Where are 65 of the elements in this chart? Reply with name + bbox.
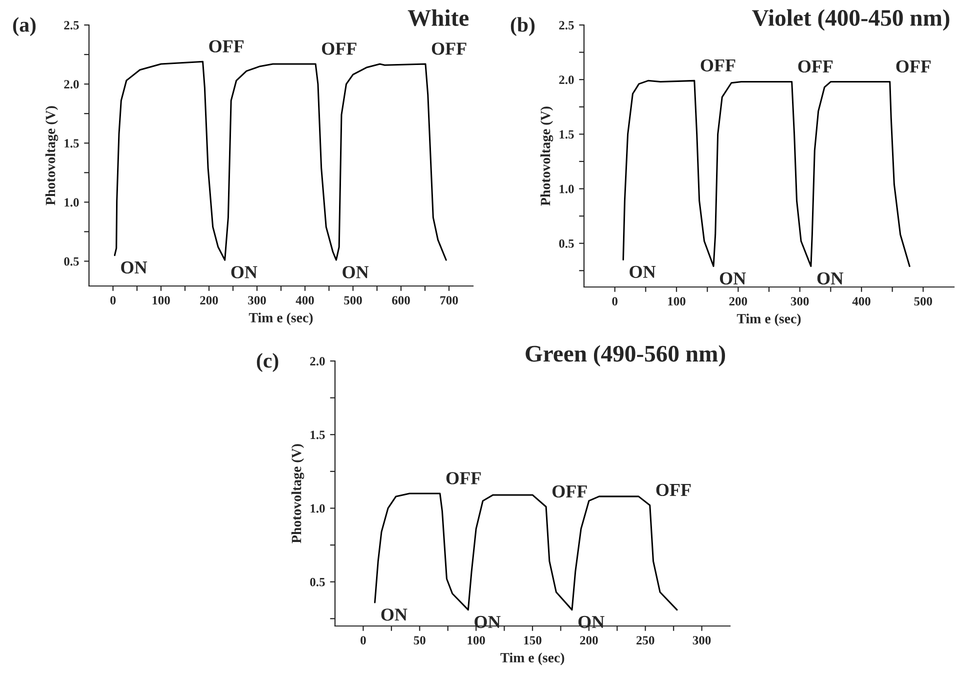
- x-tick-label: 500: [914, 297, 932, 306]
- x-tick-label: 100: [468, 636, 485, 645]
- x-tick-label: 50: [414, 636, 426, 645]
- annotation: OFF: [552, 485, 587, 498]
- y-tick-label: 0.5: [64, 257, 79, 266]
- x-tick-label: 300: [248, 296, 266, 305]
- chart-title: White: [408, 9, 469, 26]
- line-series: [622, 80, 910, 268]
- annotation: OFF: [700, 59, 736, 72]
- annotation: OFF: [446, 472, 481, 484]
- x-tick-label: 700: [440, 296, 458, 305]
- text: (b): [510, 17, 535, 36]
- y-tick-label: 1.0: [560, 184, 574, 194]
- x-tick-label: 100: [152, 296, 170, 305]
- y-tick-label: 2.5: [559, 21, 574, 30]
- x-tick-label: 150: [524, 636, 542, 645]
- annotation: OFF: [432, 42, 466, 55]
- annotation: ON: [720, 272, 746, 285]
- text: (a): [13, 17, 36, 36]
- y-tick-label: 0.5: [559, 239, 574, 248]
- x-tick-label: 100: [668, 297, 686, 306]
- y-axis-title: Photovoltage (V): [45, 106, 58, 206]
- y-tick-label: 2.0: [559, 76, 574, 84]
- y-tick-label: 0.5: [310, 578, 325, 586]
- y-tick-label: 2.0: [310, 357, 325, 366]
- annotation: OFF: [322, 42, 356, 55]
- x-tick-label: 250: [636, 636, 654, 645]
- annotation: ON: [342, 266, 369, 278]
- x-tick-label: 500: [344, 296, 362, 305]
- x-axis-title: Tim e (sec): [736, 314, 801, 326]
- x-tick-label: 0: [360, 636, 366, 645]
- annotation: OFF: [896, 60, 931, 73]
- y-tick-label: 1.5: [560, 130, 574, 139]
- y-tick-label: 2.5: [64, 21, 79, 30]
- chart-title: Green (490-560 nm): [526, 345, 726, 367]
- x-tick-label: 200: [580, 636, 598, 645]
- y-tick-label: 1.0: [310, 504, 325, 513]
- annotation: OFF: [209, 40, 244, 52]
- x-tick-label: 600: [392, 296, 410, 305]
- x-tick-label: 300: [790, 297, 809, 306]
- annotation: ON: [817, 272, 844, 285]
- text: (c): [256, 353, 278, 372]
- y-tick-label: 1.5: [310, 430, 325, 440]
- annotation: ON: [231, 266, 258, 278]
- annotation: OFF: [798, 60, 833, 73]
- y-tick-label: 1.0: [64, 198, 79, 207]
- x-axis-title: Tim e (sec): [248, 312, 313, 326]
- x-tick-label: 200: [729, 297, 748, 306]
- y-axis-title: Photovoltage (V): [540, 106, 554, 206]
- chart-title: Violet (400-450 nm): [752, 9, 950, 31]
- annotation: ON: [630, 266, 656, 278]
- x-tick-label: 400: [852, 297, 870, 306]
- x-tick-label: 400: [296, 296, 314, 305]
- annotation: ON: [381, 608, 408, 621]
- x-tick-label: 300: [692, 636, 711, 645]
- y-axis-title: Photovoltage (V): [291, 444, 304, 544]
- x-axis-title: Tim e (sec): [500, 652, 564, 666]
- line-series: [114, 60, 447, 261]
- annotation: OFF: [656, 484, 691, 496]
- x-tick-label: 200: [200, 296, 218, 305]
- annotation: ON: [121, 261, 148, 274]
- y-tick-label: 1.5: [64, 139, 79, 148]
- y-tick-label: 2.0: [64, 80, 79, 89]
- x-tick-label: 0: [110, 296, 116, 305]
- x-tick-label: 0: [612, 297, 618, 306]
